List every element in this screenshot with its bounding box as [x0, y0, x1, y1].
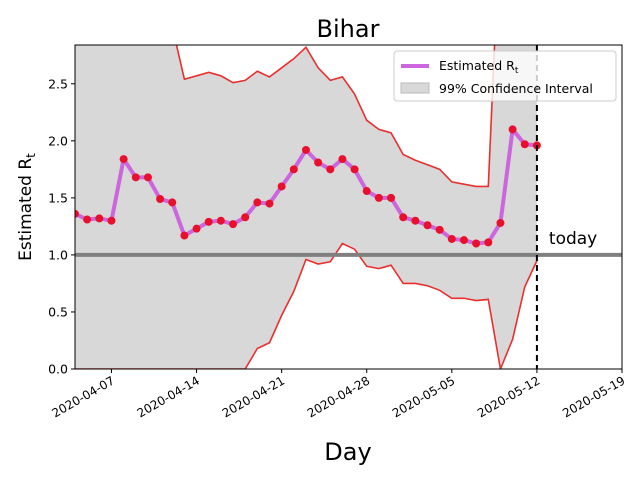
- today-label: today: [549, 229, 597, 249]
- rt-point: [411, 216, 420, 225]
- rt-point: [484, 238, 493, 247]
- rt-point: [95, 214, 104, 223]
- rt-point: [496, 218, 505, 227]
- y-tick-label: 2.0: [48, 133, 68, 148]
- rt-point: [520, 140, 529, 149]
- rt-point: [83, 215, 92, 224]
- rt-point: [472, 239, 481, 248]
- plot-area: [75, 45, 622, 369]
- y-tick-label: 0.5: [48, 304, 68, 319]
- y-axis-label-main: Estimated R: [16, 158, 36, 261]
- rt-point: [192, 224, 201, 233]
- axes-frame: [74, 44, 623, 370]
- x-tick-label: 2020-05-05: [390, 373, 457, 420]
- rt-point: [168, 198, 177, 207]
- rt-point: [229, 220, 238, 229]
- rt-point: [265, 199, 274, 208]
- rt-point: [374, 193, 383, 202]
- rt-point: [362, 187, 371, 196]
- rt-point: [119, 155, 128, 164]
- legend-box: [393, 50, 617, 102]
- rt-point: [156, 195, 165, 204]
- rt-point: [143, 173, 152, 182]
- rt-point: [399, 213, 408, 222]
- x-tick-label: 2020-05-12: [475, 373, 542, 420]
- y-tick-label: 0.0: [48, 362, 68, 377]
- rt-point: [289, 165, 298, 174]
- y-tick-label: 2.5: [48, 76, 68, 91]
- rt-point: [301, 145, 310, 154]
- x-tick-label: 2020-04-07: [50, 373, 117, 420]
- rt-point: [75, 209, 79, 218]
- rt-point: [387, 193, 396, 202]
- rt-point: [459, 236, 468, 245]
- x-tick-label: 2020-04-21: [220, 373, 287, 420]
- legend-label-main: Estimated R: [439, 58, 515, 73]
- x-axis-label: Day: [324, 438, 371, 466]
- rt-point: [180, 231, 189, 240]
- y-axis-label-sub: t: [24, 153, 38, 158]
- y-tick-label: 1.0: [48, 247, 68, 262]
- x-tick-label: 2020-05-19: [560, 373, 627, 420]
- y-tick-label: 1.5: [48, 190, 68, 205]
- rt-point: [131, 173, 140, 182]
- y-axis-label: Estimated Rt: [16, 153, 38, 261]
- legend-swatch: [400, 82, 430, 94]
- rt-point: [423, 221, 432, 230]
- rt-point: [338, 155, 347, 164]
- rt-point: [216, 216, 225, 225]
- confidence-band: [75, 45, 537, 369]
- rt-point: [435, 225, 444, 234]
- chart-title: Bihar: [317, 15, 380, 43]
- rt-point: [447, 234, 456, 243]
- interval-upper: [175, 45, 496, 188]
- x-tick-label: 2020-04-28: [305, 373, 372, 420]
- rt-point: [350, 165, 359, 174]
- legend: Estimated Rt 99% Confidence Interval: [393, 50, 617, 102]
- rt-point: [508, 125, 517, 134]
- legend-label: 99% Confidence Interval: [439, 81, 593, 96]
- rt-point: [277, 182, 286, 191]
- interval-lower: [75, 242, 538, 369]
- rt-point: [107, 216, 116, 225]
- legend-label-sub: t: [515, 66, 519, 76]
- rt-point: [241, 213, 250, 222]
- rt-point: [253, 198, 262, 207]
- legend-label: Estimated Rt: [439, 58, 519, 76]
- x-tick-label: 2020-04-14: [135, 373, 202, 420]
- rt-point: [204, 217, 213, 226]
- rt-point: [326, 165, 335, 174]
- rt-point: [314, 158, 323, 167]
